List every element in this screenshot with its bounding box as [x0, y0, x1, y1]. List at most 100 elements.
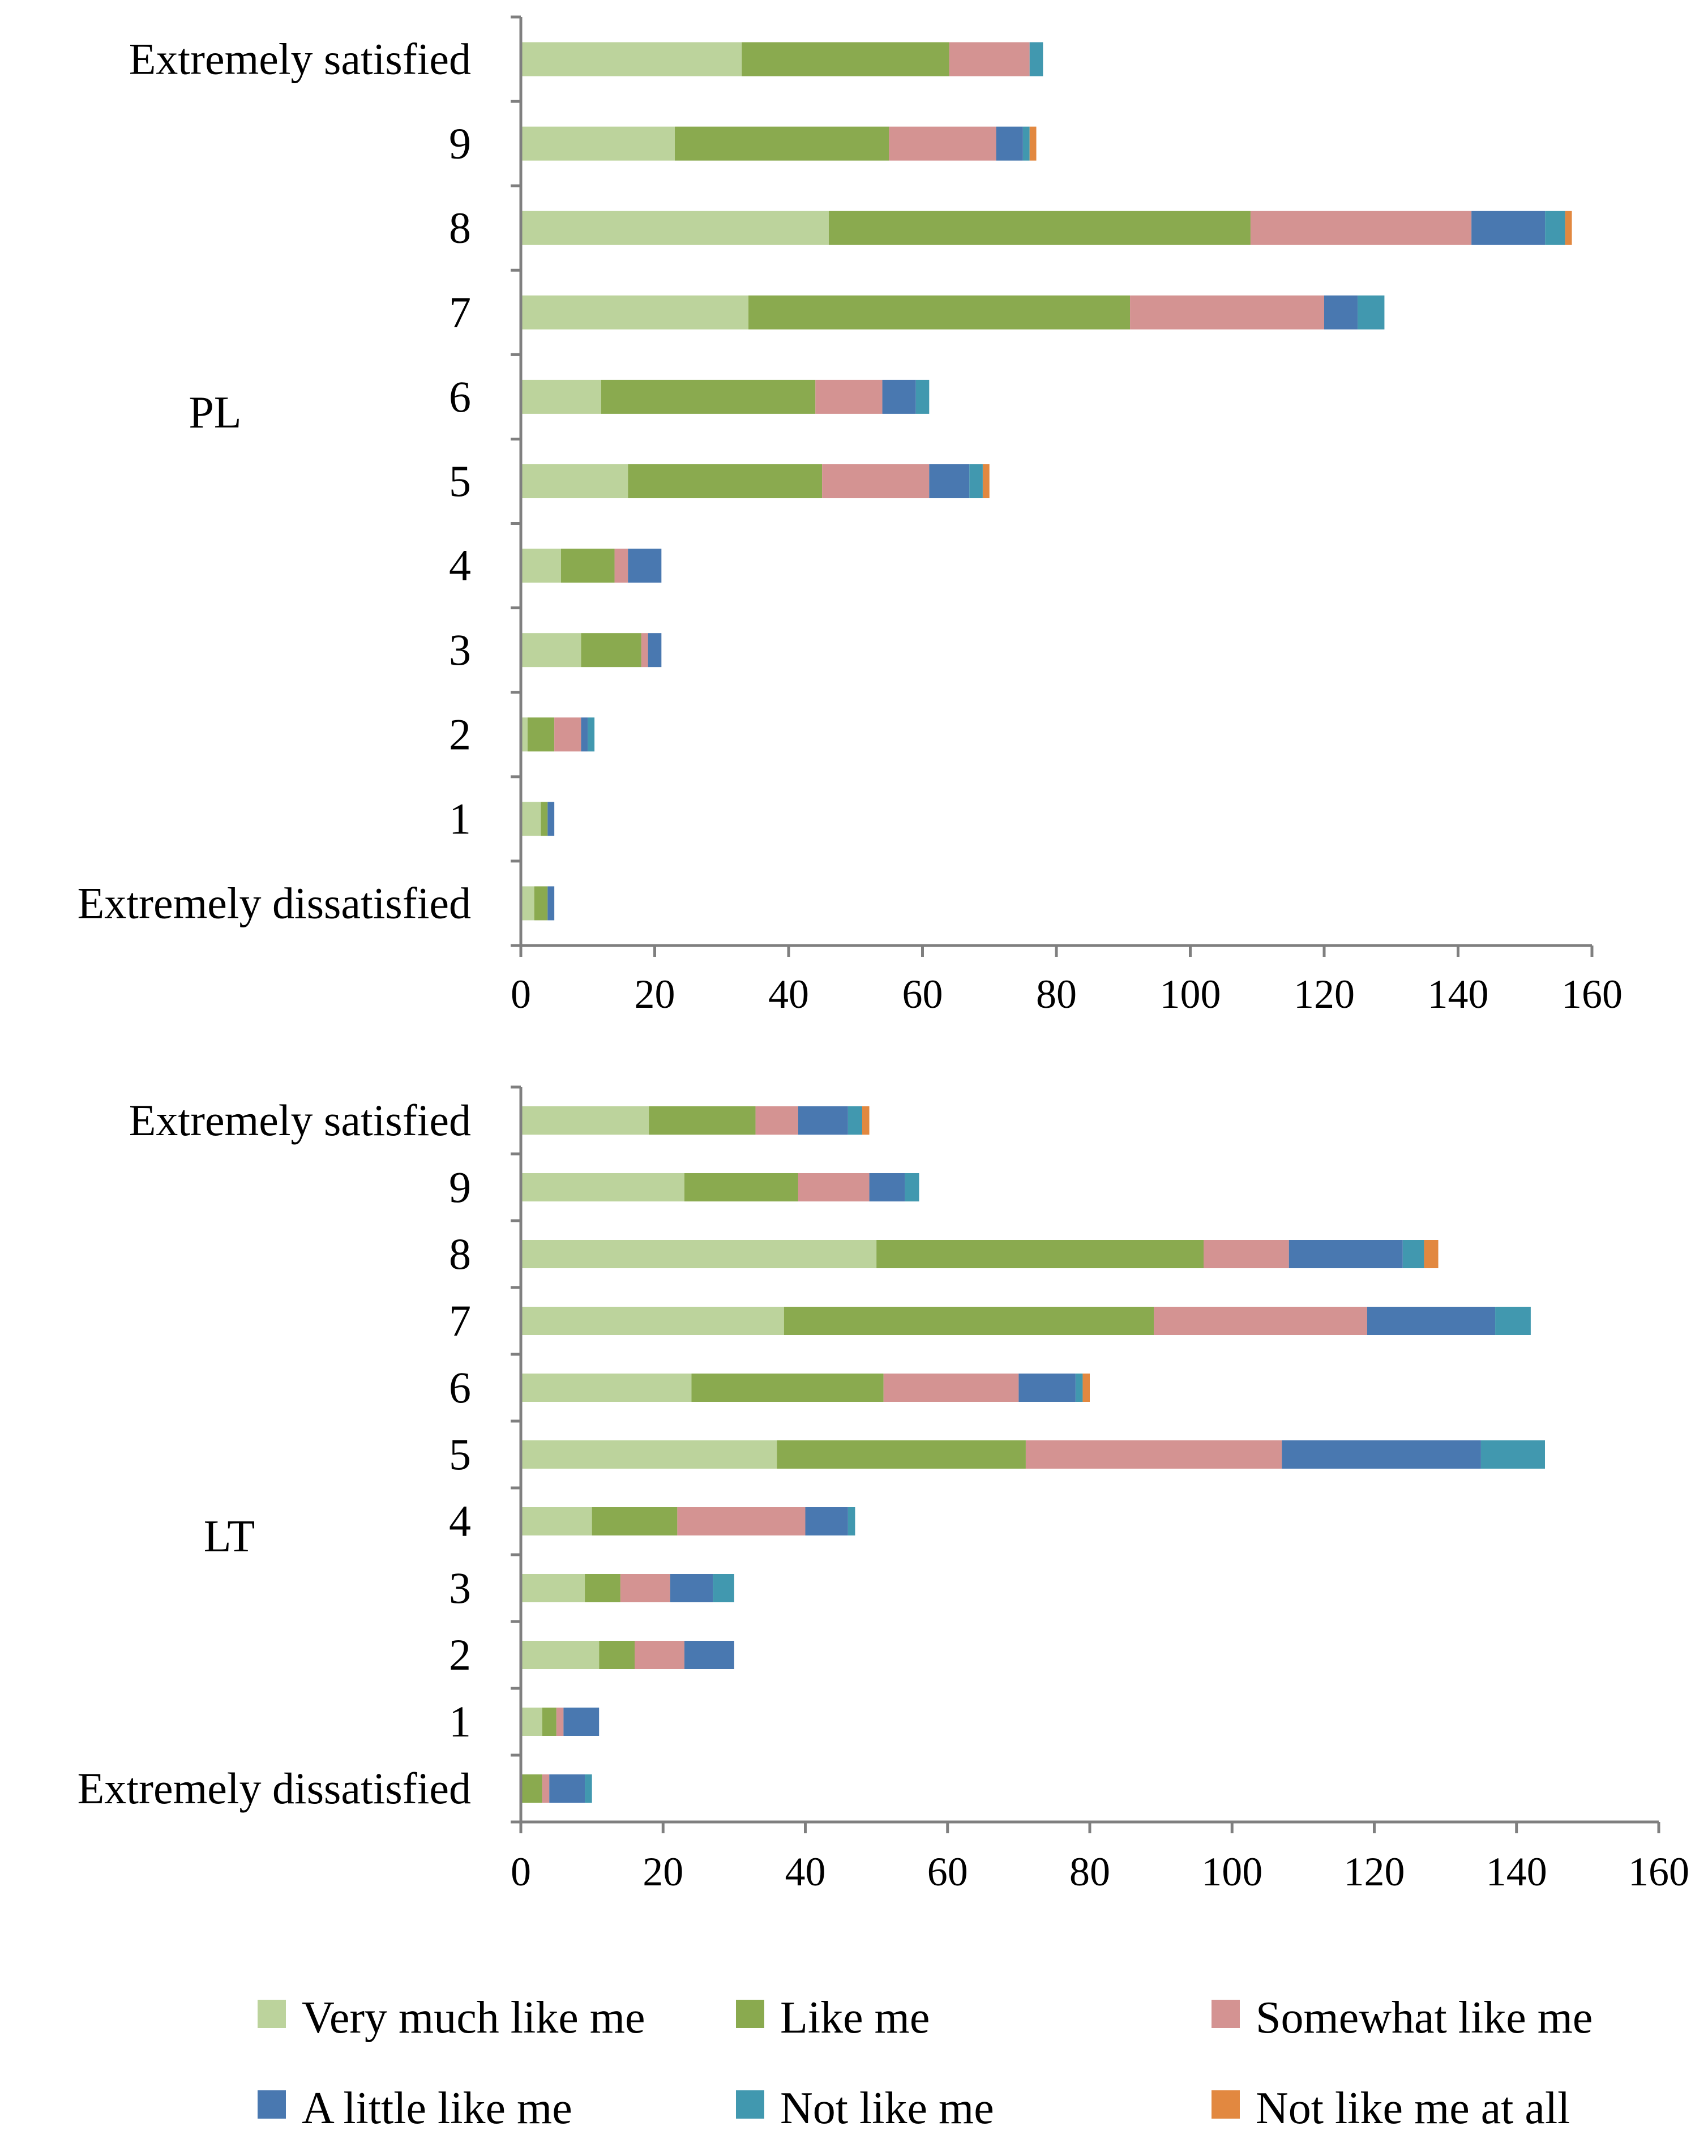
category-label: 3	[449, 1563, 471, 1612]
bar-pl-7-somewhat-like-me	[1130, 295, 1324, 330]
x-tick-label: 20	[643, 1849, 683, 1894]
bar-lt-extremely-satisfied-not-like-me	[847, 1106, 862, 1135]
x-tick-label: 20	[635, 972, 675, 1017]
bar-pl-6-somewhat-like-me	[815, 379, 883, 414]
bar-pl-2-somewhat-like-me	[554, 717, 581, 752]
category-label: 8	[449, 1229, 471, 1278]
bar-pl-5-not-like-me-at-all	[982, 464, 990, 498]
legend-label-very-much-like-me: Very much like me	[302, 1993, 645, 2043]
category-label: 8	[449, 203, 471, 253]
x-tick-label: 160	[1628, 1849, 1689, 1894]
bar-lt-5-like-me	[777, 1440, 1026, 1469]
bar-lt-8-a-little-like-me	[1289, 1240, 1403, 1268]
category-label: 2	[449, 1630, 471, 1679]
x-tick-label: 100	[1160, 972, 1221, 1017]
bar-lt-3-like-me	[585, 1574, 620, 1602]
bar-lt-1-a-little-like-me	[563, 1708, 600, 1736]
bar-pl-5-like-me	[628, 464, 823, 498]
category-label: 1	[449, 1697, 471, 1746]
bar-pl-extremely-satisfied-like-me	[742, 42, 949, 76]
bar-lt-3-very-much-like-me	[521, 1574, 585, 1602]
bar-lt-8-not-like-me	[1402, 1240, 1424, 1268]
bar-pl-extremely-dissatisfied-like-me	[534, 886, 548, 921]
bar-lt-7-somewhat-like-me	[1154, 1307, 1367, 1335]
category-label: 5	[449, 456, 471, 506]
bar-lt-4-a-little-like-me	[805, 1507, 848, 1535]
bar-lt-4-not-like-me	[847, 1507, 855, 1535]
bar-pl-9-very-much-like-me	[521, 126, 675, 161]
legend-label-not-like-me-at-all: Not like me at all	[1256, 2084, 1570, 2133]
x-tick-label: 40	[768, 972, 809, 1017]
bar-lt-3-not-like-me	[713, 1574, 734, 1602]
category-label: 1	[449, 794, 471, 843]
legend-label-a-little-like-me: A little like me	[302, 2084, 572, 2133]
bar-pl-3-somewhat-like-me	[641, 633, 648, 668]
bar-lt-extremely-satisfied-like-me	[649, 1106, 756, 1135]
bar-pl-6-a-little-like-me	[882, 379, 916, 414]
bar-lt-extremely-satisfied-very-much-like-me	[521, 1106, 649, 1135]
bar-pl-3-a-little-like-me	[648, 633, 662, 668]
bar-pl-extremely-dissatisfied-a-little-like-me	[547, 886, 555, 921]
bar-pl-8-not-like-me	[1545, 211, 1565, 245]
bar-lt-8-like-me	[876, 1240, 1204, 1268]
bar-pl-7-not-like-me	[1358, 295, 1385, 330]
bar-pl-3-very-much-like-me	[521, 633, 581, 668]
category-label: 6	[449, 372, 471, 421]
bar-lt-1-very-much-like-me	[521, 1708, 542, 1736]
x-tick-label: 120	[1294, 972, 1355, 1017]
bar-pl-2-not-like-me	[588, 717, 595, 752]
bar-lt-6-very-much-like-me	[521, 1374, 692, 1402]
bar-pl-5-somewhat-like-me	[822, 464, 930, 498]
bar-pl-3-like-me	[581, 633, 641, 668]
bar-pl-5-very-much-like-me	[521, 464, 628, 498]
bar-lt-8-very-much-like-me	[521, 1240, 877, 1268]
bar-lt-2-very-much-like-me	[521, 1641, 600, 1669]
bar-pl-9-somewhat-like-me	[889, 126, 996, 161]
legend-label-somewhat-like-me: Somewhat like me	[1256, 1993, 1593, 2043]
x-tick-label: 60	[927, 1849, 968, 1894]
legend-swatch-not-like-me-at-all	[1212, 2090, 1240, 2119]
category-label: 7	[449, 1296, 471, 1345]
bar-lt-5-not-like-me	[1480, 1440, 1545, 1469]
category-label: 3	[449, 625, 471, 674]
bar-pl-7-a-little-like-me	[1324, 295, 1358, 330]
bar-lt-extremely-satisfied-a-little-like-me	[798, 1106, 848, 1135]
chart-legend: Very much like me Like me Somewhat like me…	[258, 1993, 1593, 2133]
bar-lt-1-like-me	[542, 1708, 557, 1736]
bar-lt-8-not-like-me-at-all	[1424, 1240, 1439, 1268]
legend-swatch-like-me	[736, 2000, 764, 2028]
bar-pl-5-a-little-like-me	[929, 464, 970, 498]
legend-swatch-a-little-like-me	[258, 2090, 286, 2119]
group-label-pl: PL	[189, 388, 241, 438]
bar-lt-extremely-dissatisfied-a-little-like-me	[549, 1774, 585, 1803]
x-tick-label: 140	[1486, 1849, 1547, 1894]
category-label: Extremely satisfied	[129, 35, 471, 84]
bar-lt-6-not-like-me-at-all	[1082, 1374, 1090, 1402]
bar-pl-6-not-like-me	[915, 379, 930, 414]
bar-pl-9-a-little-like-me	[996, 126, 1023, 161]
bar-pl-4-like-me	[560, 549, 615, 583]
category-label: 5	[449, 1430, 471, 1479]
bar-lt-4-like-me	[592, 1507, 678, 1535]
bar-pl-extremely-dissatisfied-very-much-like-me	[521, 886, 534, 921]
bar-lt-extremely-dissatisfied-somewhat-like-me	[542, 1774, 550, 1803]
legend-label-not-like-me: Not like me	[780, 2084, 994, 2133]
bar-lt-9-like-me	[684, 1173, 798, 1201]
bar-lt-8-somewhat-like-me	[1204, 1240, 1289, 1268]
x-tick-label: 0	[511, 972, 531, 1017]
bar-lt-7-very-much-like-me	[521, 1307, 784, 1335]
bar-lt-4-somewhat-like-me	[677, 1507, 806, 1535]
x-tick-label: 0	[511, 1849, 531, 1894]
group-label-lt: LT	[204, 1512, 255, 1562]
bar-pl-8-somewhat-like-me	[1250, 211, 1472, 245]
category-label: 4	[449, 541, 471, 590]
bar-pl-1-very-much-like-me	[521, 802, 541, 836]
bar-pl-9-like-me	[674, 126, 889, 161]
bar-lt-9-somewhat-like-me	[798, 1173, 870, 1201]
bar-pl-4-very-much-like-me	[521, 549, 561, 583]
category-label: 4	[449, 1496, 471, 1546]
bar-lt-3-a-little-like-me	[670, 1574, 713, 1602]
legend-label-like-me: Like me	[780, 1993, 930, 2043]
bar-lt-9-a-little-like-me	[869, 1173, 905, 1201]
